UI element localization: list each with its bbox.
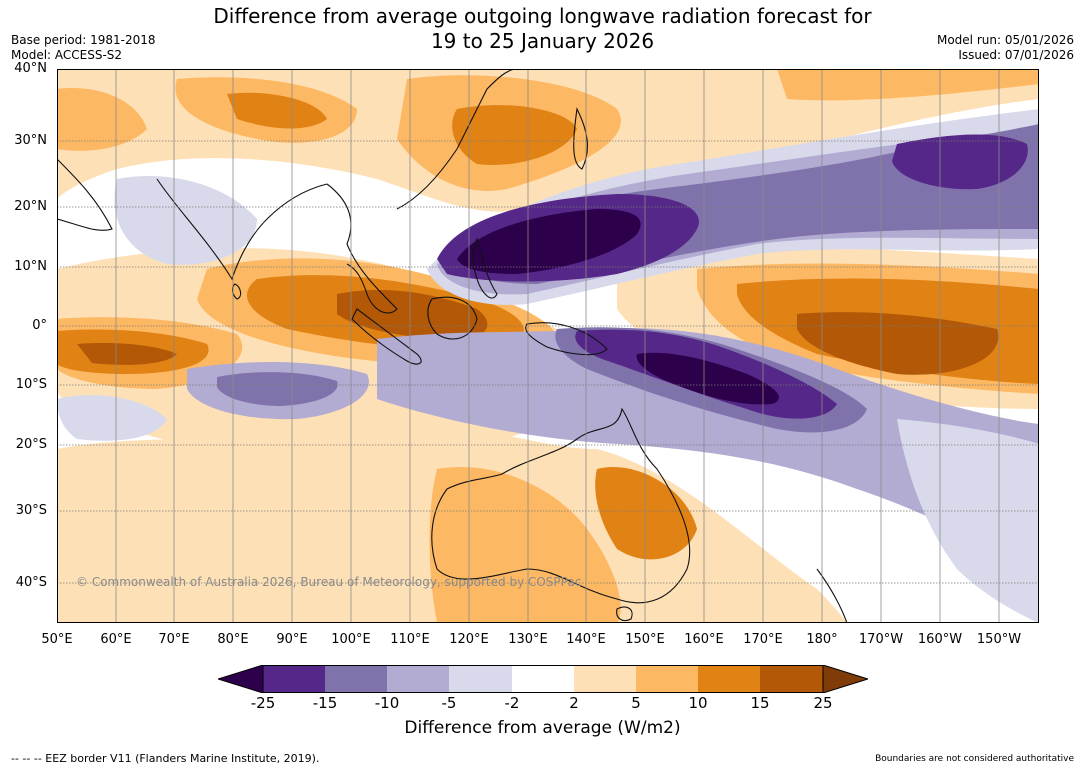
colorbar-extend-low: [216, 664, 264, 694]
lon-label: 170°W: [858, 632, 904, 647]
coastline-new-zealand: [816, 568, 848, 623]
lon-label: 70°E: [158, 632, 190, 647]
anomaly-region-south-pacific-core: [636, 352, 779, 405]
colorbar-swatch: [387, 665, 449, 693]
lat-label: 30°S: [15, 503, 47, 518]
title-line-1: Difference from average outgoing longwav…: [213, 4, 872, 28]
colorbar-swatch: [263, 665, 325, 693]
colorbar-frame: [262, 665, 824, 693]
anomaly-region-west-pacific-south: [897, 419, 1039, 623]
copyright-notice: © Commonwealth of Australia 2026, Bureau…: [76, 575, 582, 589]
colorbar-swatch: [449, 665, 512, 693]
colorbar: [216, 664, 870, 694]
coastline-japan: [573, 107, 588, 170]
model-name: Model: ACCESS-S2: [11, 48, 123, 62]
lat-label: 10°N: [14, 259, 47, 274]
map-title: Difference from average outgoing longwav…: [0, 4, 1085, 54]
colorbar-tick: -25: [250, 694, 276, 712]
colorbar-tick: 2: [569, 694, 579, 712]
anomaly-region-maritime-peak: [337, 289, 488, 339]
lon-label: 180°: [806, 632, 838, 647]
lat-label: 30°N: [14, 133, 47, 148]
anomaly-region-central-pacific-peak: [797, 312, 999, 375]
base-period: Base period: 1981-2018: [11, 33, 156, 47]
lat-label: 10°S: [15, 377, 47, 392]
meridians: [115, 69, 1000, 623]
title-line-2: 19 to 25 January 2026: [430, 29, 655, 53]
meta-right: Model run: 05/01/2026 Issued: 07/01/2026: [937, 33, 1074, 63]
anomaly-region-south-pacific-band: [377, 328, 1039, 569]
anomaly-region-sw-indian: [57, 395, 167, 441]
colorbar-tick: -5: [441, 694, 457, 712]
anomaly-region-west-indian-peak: [77, 343, 177, 365]
colorbar-tick: 15: [750, 694, 770, 712]
anomaly-region-australia-core: [595, 467, 697, 560]
model-run: Model run: 05/01/2026: [936, 33, 1074, 47]
lon-label: 130°E: [508, 632, 548, 647]
map-frame: [57, 69, 1039, 623]
colorbar-tick: -15: [312, 694, 338, 712]
colorbar-swatch: [636, 665, 698, 693]
anomaly-field: [57, 69, 1039, 623]
colorbar-extend-high: [822, 664, 870, 694]
lon-label: 80°E: [217, 632, 249, 647]
anomaly-region-subtropical-pacific: [892, 134, 1028, 190]
colorbar-swatch: [512, 665, 574, 693]
coastline-new-guinea: [525, 322, 608, 356]
meta-left: Base period: 1981-2018 Model: ACCESS-S2: [11, 33, 156, 63]
coastline-australia: [431, 407, 691, 604]
anomaly-region-tibet: [114, 175, 257, 265]
colorbar-swatch: [698, 665, 760, 693]
coastline-arabia: [57, 158, 113, 231]
lon-label: 60°E: [100, 632, 132, 647]
lon-label: 120°E: [449, 632, 489, 647]
lon-label: 150°E: [625, 632, 665, 647]
lon-label: 160°W: [917, 632, 963, 647]
anomaly-region-himalaya-core: [227, 92, 327, 129]
lon-label: 110°E: [390, 632, 430, 647]
colorbar-label: Difference from average (W/m2): [404, 718, 681, 738]
lon-label: 100°E: [331, 632, 371, 647]
olr-anomaly-map: [57, 69, 1039, 623]
anomaly-region-australia-mid: [429, 467, 621, 623]
lon-label: 90°E: [276, 632, 308, 647]
lat-label: 40°S: [15, 575, 47, 590]
lat-label: 0°: [32, 318, 47, 333]
lon-label: 50°E: [41, 632, 73, 647]
colorbar-tick: -2: [504, 694, 520, 712]
issued-date: Issued: 07/01/2026: [958, 48, 1074, 62]
colorbar-tick: -10: [374, 694, 400, 712]
anomaly-region-china-core: [452, 105, 577, 165]
colorbar-swatch: [325, 665, 387, 693]
lon-label: 140°E: [566, 632, 606, 647]
colorbar-swatch: [574, 665, 636, 693]
coastline-sumatra: [351, 308, 422, 365]
coastline-india: [156, 178, 328, 281]
lat-label: 20°S: [15, 437, 47, 452]
coastline-borneo: [427, 296, 478, 340]
lon-label: 150°W: [976, 632, 1022, 647]
colorbar-swatch: [760, 665, 823, 693]
colorbar-tick: 25: [813, 694, 833, 712]
anomaly-region-south-indian-strong: [217, 372, 338, 406]
anomaly-region-north-pacific: [777, 69, 1039, 101]
anomaly-region-west-asia: [57, 88, 147, 151]
colorbar-graphic: [216, 664, 870, 694]
coastline-philippines: [472, 237, 498, 299]
lat-label: 40°N: [14, 61, 47, 76]
lat-label: 20°N: [14, 199, 47, 214]
coastline-tasmania: [616, 606, 633, 622]
colorbar-tick: 10: [688, 694, 708, 712]
lon-label: 160°E: [684, 632, 724, 647]
eez-border-note: -- -- -- EEZ border V11 (Flanders Marine…: [11, 752, 320, 765]
map-canvas: [57, 69, 1039, 623]
lon-label: 170°E: [743, 632, 783, 647]
colorbar-tick: 5: [631, 694, 641, 712]
boundaries-disclaimer: Boundaries are not considered authoritat…: [875, 754, 1074, 764]
anomaly-region-philippine-sea-core: [457, 209, 641, 274]
